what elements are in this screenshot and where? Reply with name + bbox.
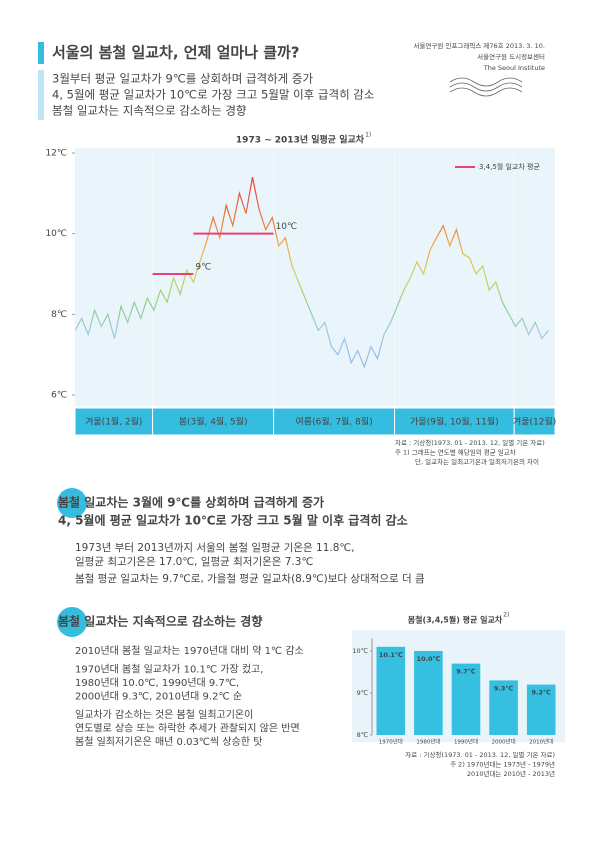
section-heading: 봄철 일교차는 3월에 9℃를 상회하며 급격하게 증가 (58, 495, 324, 510)
chart-title: 1973 ~ 2013년 일평균 일교차 (236, 134, 365, 146)
reference-label: 10℃ (276, 222, 298, 232)
season-label: 가을(9월, 10월, 11월) (410, 416, 499, 428)
y-tick-label: 10℃ (352, 647, 368, 655)
chart-note: 주 2) 1970년대는 1973년 - 1979년 (450, 760, 555, 769)
x-tick-label: 2000년대 (492, 738, 516, 746)
y-tick-label: 10℃ (45, 229, 67, 239)
heading-marker (57, 488, 87, 518)
section-heading: 4, 5월에 평균 일교차가 10℃로 가장 크고 5월 말 이후 급격히 감소 (58, 513, 408, 528)
logo (449, 77, 523, 97)
bar (526, 684, 556, 735)
body-text: 일교차가 감소하는 것은 봄철 일최고기온이 (75, 708, 253, 721)
body-text: 연도별로 상승 또는 하락한 추세가 관찰되지 않은 반면 (75, 722, 300, 735)
x-tick-label: 1980년대 (416, 738, 440, 746)
season-label: 겨울(1월, 2월) (85, 416, 142, 428)
page-title: 서울의 봄철 일교차, 언제 얼마나 클까? (52, 44, 300, 62)
body-text: 일평균 최고기온은 17.0℃, 일평균 최저기온은 7.3℃ (75, 555, 313, 568)
x-tick-label: 2010년대 (529, 738, 553, 746)
bar (414, 651, 443, 735)
season-band (394, 407, 515, 436)
value-label: 9.3℃ (494, 684, 514, 692)
season-label: 봄(3월, 4월, 5월) (179, 416, 248, 428)
y-tick-label: 9℃ (357, 689, 368, 697)
intro-accent (38, 70, 44, 120)
publisher: The Seoul Institute (483, 64, 545, 72)
chart-note: 자료 : 기상청(1973. 01 - 2013. 12, 일별 기온 자료) (405, 750, 555, 759)
heading-marker (57, 607, 87, 637)
publisher: 서울연구원 도시정보센터 (477, 52, 545, 61)
legend-label: 3,4,5월 일교차 평균 (479, 162, 540, 171)
value-label: 10.1℃ (379, 651, 403, 659)
body-text: 봄철 일최저기온은 매년 0.03℃씩 상승한 탓 (75, 736, 262, 748)
value-label: 10.0℃ (416, 655, 440, 663)
y-tick-label: 8℃ (51, 310, 67, 320)
x-tick-label: 1970년대 (379, 738, 403, 746)
intro-line: 봄철 일교차는 지속적으로 감소하는 경향 (52, 104, 247, 118)
chart-note: 단, 일교차는 일최고기온과 일최저기온의 차이 (415, 457, 539, 466)
intro-line: 4, 5월에 평균 일교차가 10℃로 가장 크고 5월말 이후 급격히 감소 (52, 88, 374, 102)
chart-title: 봄철(3,4,5월) 평균 일교차 (408, 615, 503, 625)
chart-note: 2010년대는 2010년 - 2013년 (467, 769, 555, 778)
season-band (513, 407, 556, 436)
intro-line: 3월부터 평균 일교차가 9℃를 상회하며 급격하게 증가 (52, 72, 313, 86)
y-tick-label: 12℃ (45, 149, 67, 159)
season-band (152, 407, 275, 436)
bar (376, 646, 406, 735)
body-text: 2010년대 봄철 일교차는 1970년대 대비 약 1℃ 감소 (75, 645, 304, 657)
body-text: 1973년 부터 2013년까지 서울의 봄철 일평균 기온은 11.8℃, (75, 541, 355, 554)
title-note: 1) (365, 132, 371, 139)
body-text: 2000년대 9.3℃, 2010년대 9.2℃ 순 (75, 691, 242, 703)
plot-background (75, 148, 555, 406)
title-accent (38, 42, 44, 64)
chart-note: 자료 : 기상청(1973. 01 - 2013. 12, 일별 기온 자료) (395, 438, 545, 447)
y-tick-label: 6℃ (51, 391, 67, 401)
section-heading: 봄철 일교차는 지속적으로 감소하는 경향 (58, 614, 262, 629)
value-label: 9.2℃ (532, 689, 552, 697)
chart-note: 주 1) 그래프는 연도별 해당일의 평균 일교차 (395, 448, 516, 457)
reference-label: 9℃ (195, 263, 211, 273)
data-line (74, 177, 549, 369)
title-note: 2) (503, 612, 509, 619)
bar (489, 680, 518, 735)
y-tick-label: 8℃ (357, 731, 368, 739)
season-band (273, 407, 396, 436)
x-tick-label: 1990년대 (454, 738, 478, 746)
season-label: 여름(6월, 7월, 8월) (296, 416, 373, 428)
season-band (74, 407, 154, 436)
value-label: 9.7℃ (456, 668, 476, 676)
season-label: 겨울(12월) (513, 416, 556, 428)
body-text: 1980년대 10.0℃, 1990년대 9.7℃, (75, 677, 239, 689)
publisher: 서울연구원 인포그래픽스 제76호 2013. 3. 10. (414, 41, 546, 50)
body-text: 봄철 평균 일교차는 9.7℃로, 가을철 평균 일교차(8.9℃)보다 상대적… (75, 572, 425, 585)
body-text: 1970년대 봄철 일교차가 10.1℃ 가장 컸고, (75, 664, 263, 676)
bar (451, 663, 481, 735)
